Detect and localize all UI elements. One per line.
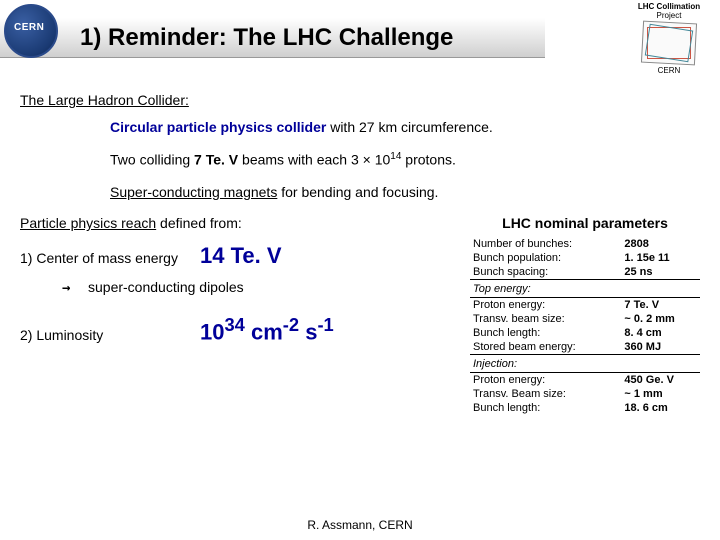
reach-rest: defined from: <box>156 215 242 231</box>
lum-b: cm <box>245 320 283 345</box>
slide-content: The Large Hadron Collider: Circular part… <box>0 78 720 415</box>
center-of-mass-row: 1) Center of mass energy 14 Te. V <box>20 243 456 269</box>
table-section: Top energy: <box>470 280 700 298</box>
lum-label: 2) Luminosity <box>20 327 200 343</box>
p-r1k: Number of bunches: <box>470 237 621 251</box>
luminosity-row: 2) Luminosity 1034 cm-2 s-1 <box>20 314 456 345</box>
params-table: Number of bunches:2808 Bunch population:… <box>470 237 700 415</box>
table-row: Bunch spacing:25 ns <box>470 265 700 280</box>
p-r4k: Proton energy: <box>470 298 621 313</box>
table-row: Bunch length:8. 4 cm <box>470 326 700 340</box>
p-r4v: 7 Te. V <box>621 298 700 313</box>
lower-section: Particle physics reach defined from: 1) … <box>20 215 700 415</box>
bullet-2-b: 7 Te. V <box>194 152 238 168</box>
com-label: 1) Center of mass energy <box>20 250 200 266</box>
coll-logo-mid: Project <box>624 11 714 20</box>
bullet-2-a: Two colliding <box>110 152 194 168</box>
p-r7v: 360 MJ <box>621 340 700 355</box>
bullet-1: Circular particle physics collider with … <box>110 118 700 136</box>
bullet-3: Super-conducting magnets for bending and… <box>110 183 700 201</box>
params-title: LHC nominal parameters <box>470 215 700 231</box>
table-row: Stored beam energy:360 MJ <box>470 340 700 355</box>
com-value: 14 Te. V <box>200 243 282 269</box>
table-row: Bunch population:1. 15e 11 <box>470 251 700 265</box>
p-r5v: ~ 0. 2 mm <box>621 312 700 326</box>
p-r6v: 8. 4 cm <box>621 326 700 340</box>
bullet-3-rest: for bending and focusing. <box>277 184 438 200</box>
lum-s3: -1 <box>317 314 333 335</box>
bullet-1-bold: Circular particle physics collider <box>110 119 326 135</box>
lower-left: Particle physics reach defined from: 1) … <box>20 215 470 415</box>
bullet-1-rest: with 27 km circumference. <box>326 119 493 135</box>
bullet-3-u: Super-conducting magnets <box>110 184 277 200</box>
p-r7k: Stored beam energy: <box>470 340 621 355</box>
p-r10k: Bunch length: <box>470 401 621 415</box>
bullet-2-sup: 14 <box>390 151 401 162</box>
params-box: LHC nominal parameters Number of bunches… <box>470 215 700 415</box>
cern-logo-text: CERN <box>14 22 44 33</box>
p-s2: Injection: <box>470 355 700 373</box>
table-row: Bunch length:18. 6 cm <box>470 401 700 415</box>
coll-logo-bottom: CERN <box>624 66 714 75</box>
section-heading: The Large Hadron Collider: <box>20 92 700 108</box>
slide-footer: R. Assmann, CERN <box>0 518 720 532</box>
bullet-2-c: beams with each 3 × 10 <box>238 152 390 168</box>
p-r8v: 450 Ge. V <box>621 373 700 388</box>
bullet-list: Circular particle physics collider with … <box>110 118 700 201</box>
p-r2k: Bunch population: <box>470 251 621 265</box>
arrow-icon: → <box>62 280 88 296</box>
lum-value: 1034 cm-2 s-1 <box>200 314 334 345</box>
reach-line: Particle physics reach defined from: <box>20 215 456 231</box>
p-r3v: 25 ns <box>621 265 700 280</box>
table-row: Proton energy:450 Ge. V <box>470 373 700 388</box>
slide-title: 1) Reminder: The LHC Challenge <box>80 24 453 52</box>
table-row: Number of bunches:2808 <box>470 237 700 251</box>
bullet-2-d: protons. <box>401 152 455 168</box>
reach-u: Particle physics reach <box>20 215 156 231</box>
p-r9k: Transv. Beam size: <box>470 387 621 401</box>
lum-s2: -2 <box>283 314 299 335</box>
table-row: Transv. Beam size:~ 1 mm <box>470 387 700 401</box>
table-row: Transv. beam size:~ 0. 2 mm <box>470 312 700 326</box>
p-r3k: Bunch spacing: <box>470 265 621 280</box>
bullet-2: Two colliding 7 Te. V beams with each 3 … <box>110 150 700 169</box>
p-r6k: Bunch length: <box>470 326 621 340</box>
p-s1: Top energy: <box>470 280 700 298</box>
slide-header: CERN 1) Reminder: The LHC Challenge LHC … <box>0 0 720 78</box>
p-r8k: Proton energy: <box>470 373 621 388</box>
p-r2v: 1. 15e 11 <box>621 251 700 265</box>
lum-c: s <box>299 320 317 345</box>
coll-logo-square-icon <box>641 21 697 66</box>
lum-a: 10 <box>200 320 224 345</box>
dipoles-text: super-conducting dipoles <box>88 279 244 295</box>
table-section: Injection: <box>470 355 700 373</box>
collimation-logo-icon: LHC Collimation Project CERN <box>624 2 714 74</box>
table-row: Proton energy:7 Te. V <box>470 298 700 313</box>
lum-s1: 34 <box>224 314 244 335</box>
coll-logo-top: LHC Collimation <box>624 2 714 11</box>
p-r5k: Transv. beam size: <box>470 312 621 326</box>
p-r10v: 18. 6 cm <box>621 401 700 415</box>
cern-logo-icon: CERN <box>4 4 58 58</box>
dipoles-row: → super-conducting dipoles <box>62 279 456 296</box>
p-r9v: ~ 1 mm <box>621 387 700 401</box>
p-r1v: 2808 <box>621 237 700 251</box>
